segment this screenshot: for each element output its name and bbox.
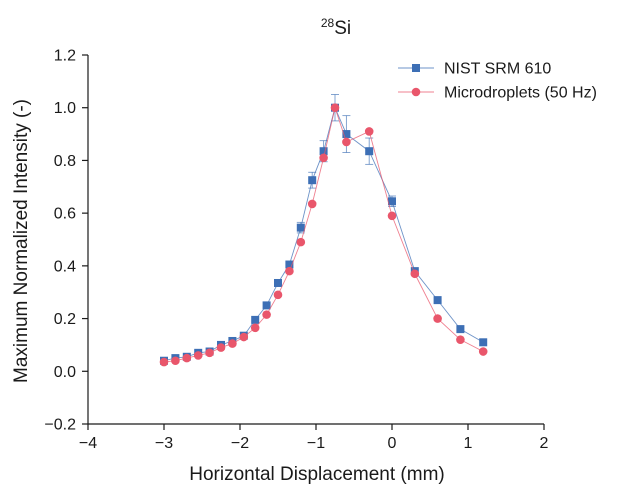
- data-point: [478, 347, 488, 356]
- legend-marker: [412, 64, 420, 72]
- y-tick-label: 0.2: [54, 311, 76, 328]
- data-point: [387, 211, 397, 221]
- legend-item: NIST SRM 610: [398, 61, 551, 78]
- data-point: [456, 325, 465, 334]
- y-tick-label: 1.0: [54, 100, 76, 117]
- data-point: [307, 199, 317, 209]
- data-point: [193, 351, 203, 360]
- chart-title-superscript: 28: [321, 16, 335, 30]
- data-point: [274, 278, 282, 287]
- series-1: [160, 94, 488, 365]
- x-tick-label: −4: [79, 435, 97, 452]
- data-point: [330, 103, 340, 113]
- data-point: [216, 343, 226, 352]
- y-axis-label: Maximum Normalized Intensity (-): [11, 99, 32, 383]
- data-point: [308, 176, 317, 185]
- data-point: [319, 147, 328, 156]
- y-tick-label: −0.2: [44, 417, 76, 434]
- y-tick-label: 0.0: [54, 364, 76, 381]
- data-point: [456, 335, 465, 344]
- legend-label: NIST SRM 610: [444, 61, 551, 78]
- data-point: [364, 127, 374, 136]
- y-tick-label: 1.2: [54, 48, 76, 65]
- legend-label: Microdroplets (50 Hz): [444, 85, 597, 102]
- x-axis-ticks: −4 −3 −2 −1 0 1 2: [79, 424, 549, 452]
- data-point: [388, 197, 396, 206]
- series-layer: [159, 94, 488, 367]
- data-point: [228, 339, 237, 348]
- data-point: [433, 314, 442, 323]
- data-point: [319, 153, 328, 163]
- legend: NIST SRM 610 Microdroplets (50 Hz): [398, 61, 597, 102]
- x-tick-label: −1: [307, 435, 325, 452]
- data-point: [182, 353, 192, 363]
- data-point: [342, 137, 351, 147]
- legend-marker: [411, 87, 421, 97]
- data-point: [171, 356, 180, 366]
- y-tick-label: 0.6: [54, 206, 76, 223]
- data-point: [239, 332, 249, 342]
- data-point: [365, 147, 374, 156]
- data-point: [273, 290, 283, 300]
- data-point: [251, 315, 260, 324]
- data-point: [410, 269, 420, 279]
- x-tick-label: 2: [540, 435, 549, 452]
- x-tick-label: 1: [464, 435, 473, 452]
- data-point: [479, 338, 488, 347]
- x-axis-label: Horizontal Displacement (mm): [189, 464, 445, 485]
- data-point: [262, 310, 271, 319]
- x-tick-label: 0: [388, 435, 397, 452]
- y-tick-label: 0.4: [54, 258, 76, 275]
- data-point: [296, 237, 306, 247]
- y-axis-ticks: −0.2 0.0 0.2 0.4 0.6 0.8 1.0 1.2: [44, 48, 88, 434]
- series-2: [159, 103, 488, 367]
- legend-item: Microdroplets (50 Hz): [398, 85, 597, 102]
- y-tick-label: 0.8: [54, 153, 76, 170]
- data-point: [205, 348, 214, 358]
- chart-title-element: Si: [334, 18, 351, 39]
- data-point: [285, 266, 294, 276]
- data-point: [285, 260, 294, 269]
- data-point: [159, 357, 169, 367]
- x-tick-label: −3: [155, 435, 173, 452]
- data-point: [262, 301, 271, 310]
- chart-title: 28Si: [321, 16, 351, 39]
- data-point: [296, 223, 305, 232]
- x-tick-label: −2: [231, 435, 249, 452]
- data-point: [250, 323, 260, 333]
- data-point: [433, 296, 442, 305]
- data-point: [342, 130, 351, 139]
